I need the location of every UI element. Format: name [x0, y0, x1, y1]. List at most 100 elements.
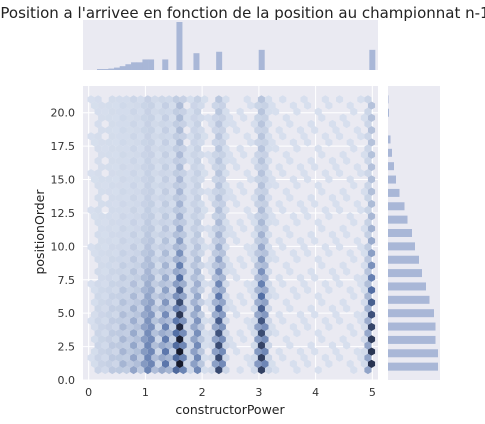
hexbin-cell — [101, 292, 109, 301]
hexbin-cell — [169, 113, 177, 122]
hexbin-cell — [133, 310, 141, 319]
hexbin-cell — [225, 261, 234, 270]
hexbin-cell — [119, 335, 127, 344]
hexbin-cell — [158, 304, 166, 313]
hexbin-cell — [122, 304, 131, 313]
hexbin-cell — [201, 329, 209, 338]
hexbin-cell — [186, 353, 194, 362]
hexbin-cell — [183, 249, 191, 258]
hexbin-cell — [201, 341, 209, 350]
hexbin-cell — [101, 365, 109, 375]
hexbin-cell — [133, 113, 141, 122]
hexbin-cell — [250, 353, 258, 362]
hexbin-cell — [222, 365, 230, 375]
hexbin-cell — [360, 261, 368, 270]
hexbin-cell — [154, 101, 163, 110]
hexbin-cell — [222, 95, 230, 104]
hexbin-cell — [158, 144, 166, 153]
hexbin-cell — [126, 138, 134, 147]
hexbin-cell — [137, 292, 145, 301]
hexbin-cell — [179, 119, 187, 129]
hexbin-cell — [193, 193, 202, 202]
hexbin-cell — [115, 329, 123, 338]
hexbin-cell — [261, 236, 269, 245]
hexbin-cell — [218, 261, 226, 270]
hexbin-cell — [112, 310, 120, 319]
hexbin-cell — [208, 193, 216, 202]
hexbin-cell — [98, 138, 106, 147]
hexbin-cell — [169, 199, 177, 209]
hexbin-cell — [154, 175, 163, 184]
hexbin-cell — [137, 132, 145, 141]
hexbin-cell — [151, 156, 159, 165]
hexbin-cell — [215, 329, 223, 338]
hexbin-cell — [105, 249, 113, 258]
hexbin-cell — [115, 230, 123, 239]
hexbin-cell — [151, 255, 159, 264]
hexbin-cell — [154, 236, 163, 245]
hexbin-cell — [236, 144, 244, 153]
hexbin-cell — [218, 150, 226, 159]
hexbin-cell — [304, 322, 312, 332]
hexbin-cell — [215, 218, 223, 227]
hexbin-cell — [211, 236, 219, 245]
hexbin-cell — [215, 316, 223, 325]
hexbin-cell — [243, 353, 251, 362]
hexbin-cell — [101, 181, 109, 190]
hexbin-cell — [254, 335, 262, 344]
hexbin-cell — [151, 304, 159, 313]
hexbin-cell — [193, 292, 202, 301]
hexbin-cell — [179, 329, 187, 338]
hexbin-cell — [296, 273, 305, 282]
hexbin-cell — [215, 206, 223, 215]
hexbin-cell — [133, 285, 141, 295]
hexbin-cell — [94, 304, 102, 313]
hexbin-cell — [190, 175, 198, 184]
hexbin-cell — [122, 206, 131, 215]
hexbin-cell — [144, 292, 152, 301]
hexbin-cell — [126, 199, 134, 209]
hexbin-cell — [268, 101, 276, 110]
hexbin-cell — [140, 236, 148, 245]
hexbin-cell — [225, 113, 234, 122]
hexbin-cell — [162, 261, 170, 270]
hexbin-cell — [193, 181, 202, 190]
hexbin-cell — [87, 169, 95, 178]
hexbin-cell — [130, 107, 138, 116]
hexbin-cell — [105, 199, 113, 209]
hexbin-cell — [151, 181, 159, 190]
hexbin-cell — [218, 285, 226, 295]
hexbin-cell — [215, 242, 223, 252]
hexbin-cell — [193, 218, 202, 227]
hexbin-cell — [183, 285, 191, 295]
hexbin-cell — [162, 162, 170, 172]
hexbin-cell — [122, 353, 131, 362]
hexbin-cell — [367, 347, 376, 356]
hexbin-cell — [165, 169, 173, 178]
hexbin-cell — [122, 119, 131, 129]
hexbin-cell — [336, 316, 344, 325]
hexbin-cell — [318, 150, 326, 159]
hexbin-cell — [257, 279, 265, 288]
hexbin-cell — [112, 212, 120, 221]
hexbin-cell — [151, 193, 159, 202]
hexbin-cell — [275, 126, 283, 135]
hexbin-cell — [360, 347, 368, 356]
hexbin-cell — [179, 316, 187, 325]
hexbin-cell — [115, 292, 123, 301]
hexbin-cell — [343, 193, 351, 202]
hexbin-cell — [169, 347, 177, 356]
hexbin-cell — [137, 242, 145, 252]
hexbin-cell — [169, 359, 177, 368]
hexbin-cell — [140, 150, 148, 159]
hexbin-cell — [314, 292, 322, 301]
hexbin-cell — [211, 113, 219, 122]
hexbin-cell — [158, 267, 166, 276]
hexbin-cell — [367, 359, 376, 368]
hexbin-cell — [367, 249, 376, 258]
hexbin-cell — [250, 341, 258, 350]
hexbin-cell — [108, 353, 116, 362]
hexbin-cell — [275, 273, 283, 282]
hexbin-cell — [336, 206, 344, 215]
hexbin-cell — [130, 230, 138, 239]
